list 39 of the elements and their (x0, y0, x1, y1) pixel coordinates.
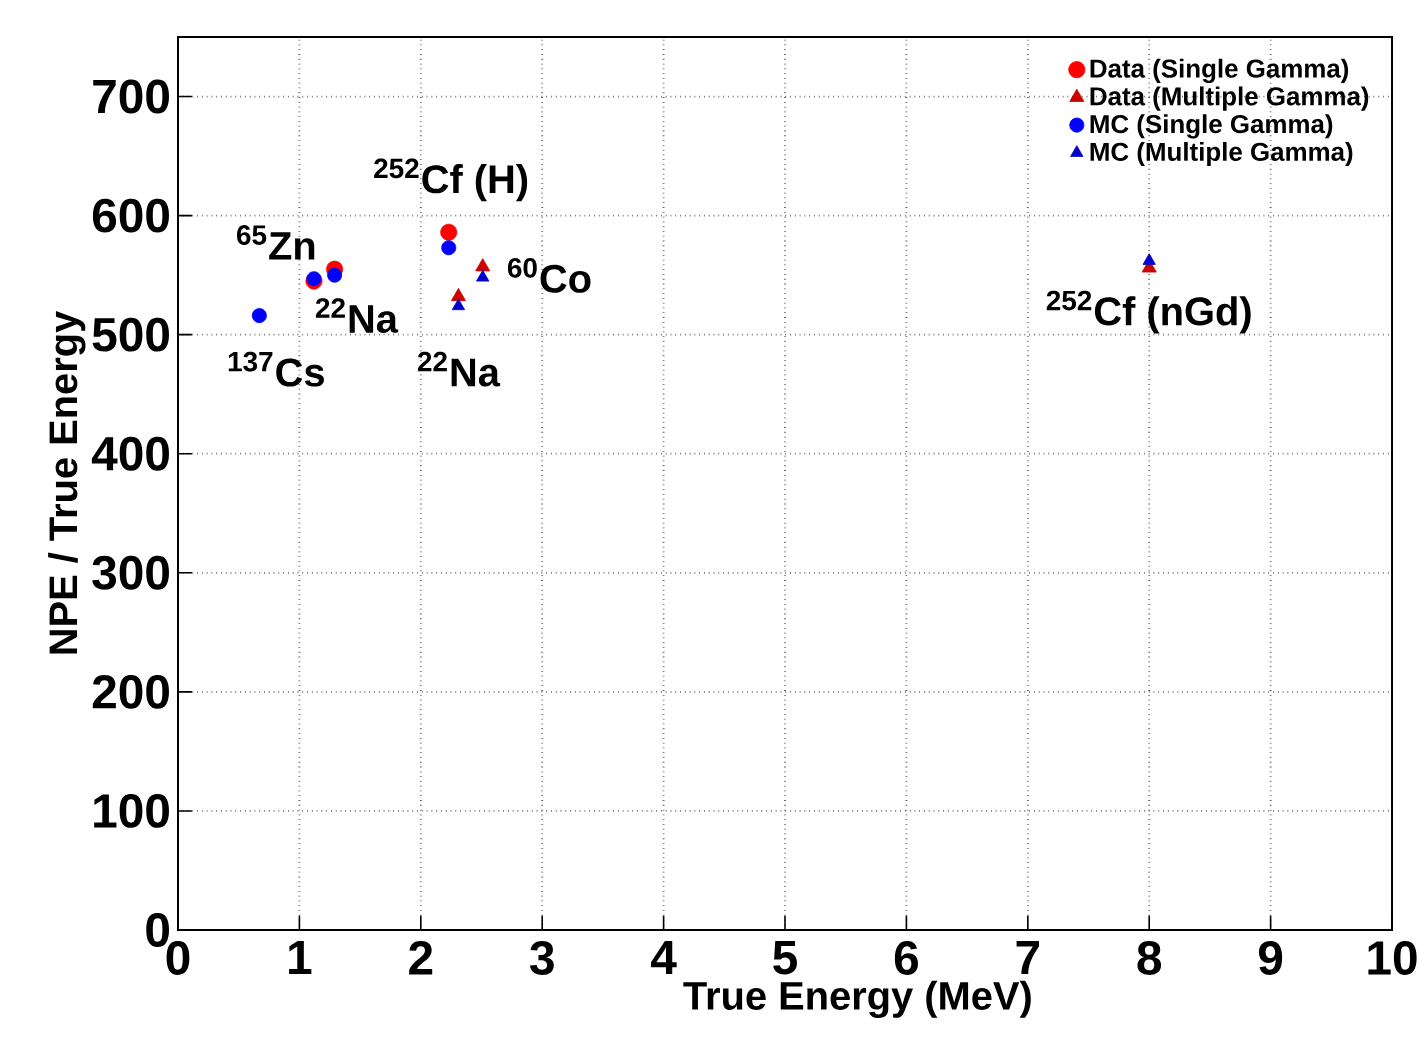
point (251, 308, 267, 324)
x-tick-label: 5 (773, 941, 797, 975)
point (441, 240, 457, 256)
legend-label: Data (Single Gamma) (1090, 58, 1349, 84)
x-tick-label: 3 (530, 941, 554, 975)
y-tick-label: 700 (93, 79, 169, 114)
legend-label: MC (Multiple Gamma) (1090, 141, 1353, 167)
point (440, 223, 458, 241)
annotation: $^{252}$Cf (H) (374, 158, 528, 202)
legend-label: Data (Multiple Gamma) (1090, 86, 1369, 111)
x-tick-label: 1 (289, 941, 312, 974)
point (1142, 253, 1156, 265)
y-axis-title: NPE / True Energy (48, 310, 86, 654)
y-tick-label: 500 (92, 317, 169, 352)
annotation: $^{137}$Cs (228, 351, 324, 387)
x-tick-label: 4 (651, 941, 677, 974)
y-tick-label: 100 (94, 794, 169, 828)
x-tick-label: 9 (1258, 941, 1283, 975)
annotation: $^{252}$Cf (nGd) (1046, 290, 1251, 334)
annotation: $^{22}$Na (315, 298, 399, 334)
legend-label: MC (Single Gamma) (1090, 114, 1333, 139)
point (451, 298, 466, 311)
x-tick-label: 10 (1368, 941, 1417, 975)
point (476, 269, 490, 282)
y-tick-label: 200 (92, 674, 169, 709)
point (475, 258, 491, 272)
x-tick-label: 7 (1016, 941, 1040, 974)
y-tick-label: 600 (92, 198, 169, 233)
x-tick-label: 6 (894, 941, 918, 975)
point (327, 267, 343, 283)
annotation: $^{65}$Zn (237, 225, 315, 260)
y-tick-label: 300 (92, 555, 169, 590)
x-tick-label: 8 (1137, 941, 1162, 975)
y-tick-label: 400 (91, 436, 169, 471)
annotation: $^{22}$Na (417, 351, 501, 387)
x-axis-title: True Energy (MeV) (683, 980, 1031, 1018)
annotation: $^{60}$Co (507, 257, 591, 293)
point (450, 287, 466, 302)
x-tick-label: 2 (409, 941, 433, 975)
